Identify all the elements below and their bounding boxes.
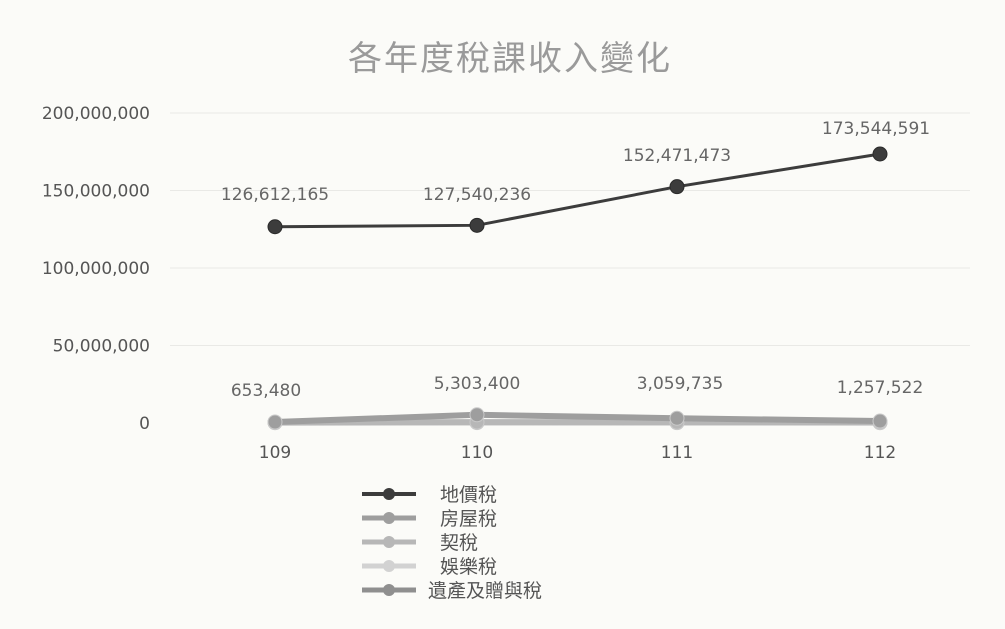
data-label: 5,303,400 (434, 374, 521, 394)
y-tick-label: 150,000,000 (42, 182, 150, 202)
legend-item: 地價稅 (362, 484, 497, 506)
series-line (273, 152, 882, 229)
data-label: 173,544,591 (822, 119, 930, 139)
y-tick-label: 200,000,000 (42, 104, 150, 124)
data-point (469, 407, 485, 423)
legend-item: 房屋稅 (362, 508, 497, 530)
x-tick-label: 109 (259, 443, 291, 463)
legend-label: 娛樂稅 (440, 556, 497, 578)
legend-swatch-marker (383, 488, 395, 500)
data-labels: 126,612,165 127,540,236 152,471,473 173,544… (221, 119, 930, 401)
data-label: 126,612,165 (221, 185, 329, 205)
data-label: 152,471,473 (623, 146, 731, 166)
y-tick-label: 50,000,000 (53, 337, 150, 357)
x-tick-label: 112 (864, 443, 896, 463)
data-label: 127,540,236 (423, 185, 531, 205)
series-lines (267, 146, 888, 431)
data-label: 1,257,522 (837, 378, 924, 398)
data-label: 3,059,735 (637, 374, 724, 394)
legend-swatch-marker (383, 584, 395, 596)
legend-swatch-marker (383, 512, 395, 524)
legend-label: 契稅 (440, 532, 478, 554)
data-point (267, 414, 283, 430)
legend-item: 娛樂稅 (362, 556, 497, 578)
data-point (669, 179, 685, 195)
legend-item: 遺產及贈與稅 (362, 580, 542, 602)
legend-swatch-marker (383, 536, 395, 548)
y-axis-ticks: 0 50,000,000 100,000,000 150,000,000 200,000… (42, 104, 150, 434)
data-point (669, 410, 685, 426)
legend-label: 遺產及贈與稅 (428, 580, 542, 602)
data-label: 653,480 (231, 381, 301, 401)
data-point (267, 219, 283, 235)
legend-item: 契稅 (362, 532, 478, 554)
data-point (469, 217, 485, 233)
gridlines (170, 112, 970, 346)
x-axis-ticks: 109 110 111 112 (259, 443, 896, 463)
x-tick-label: 110 (461, 443, 493, 463)
chart-title: 各年度稅課收入變化 (348, 39, 672, 79)
legend-label: 房屋稅 (440, 508, 497, 530)
y-tick-label: 0 (139, 414, 150, 434)
y-tick-label: 100,000,000 (42, 259, 150, 279)
legend-swatch-marker (383, 560, 395, 572)
data-point (872, 146, 888, 162)
legend-label: 地價稅 (440, 484, 497, 506)
data-point (872, 413, 888, 429)
series-line (272, 411, 883, 425)
x-tick-label: 111 (661, 443, 693, 463)
